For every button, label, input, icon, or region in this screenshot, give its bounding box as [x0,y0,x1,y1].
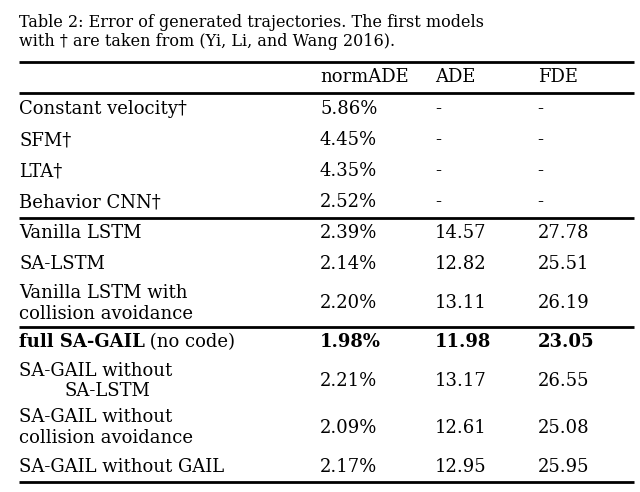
Text: -: - [435,131,441,149]
Text: ADE: ADE [435,68,476,87]
Text: 25.51: 25.51 [538,255,589,274]
Text: SA-GAIL without: SA-GAIL without [19,408,172,427]
Text: 2.09%: 2.09% [320,419,378,437]
Text: 13.11: 13.11 [435,294,487,312]
Text: Table 2: Error of generated trajectories. The first models: Table 2: Error of generated trajectories… [19,14,484,31]
Text: Behavior CNN†: Behavior CNN† [19,193,161,211]
Text: 4.35%: 4.35% [320,162,377,180]
Text: with † are taken from (Yi, Li, and Wang 2016).: with † are taken from (Yi, Li, and Wang … [19,33,396,50]
Text: -: - [435,100,441,118]
Text: 1.98%: 1.98% [320,333,381,351]
Text: -: - [538,193,543,211]
Text: 2.20%: 2.20% [320,294,377,312]
Text: (no code): (no code) [144,333,235,351]
Text: 26.55: 26.55 [538,372,589,390]
Text: -: - [538,162,543,180]
Text: 12.95: 12.95 [435,458,487,476]
Text: 14.57: 14.57 [435,224,486,243]
Text: 13.17: 13.17 [435,372,487,390]
Text: LTA†: LTA† [19,162,63,180]
Text: SA-LSTM: SA-LSTM [64,382,150,400]
Text: 2.17%: 2.17% [320,458,377,476]
Text: 23.05: 23.05 [538,333,594,351]
Text: Vanilla LSTM: Vanilla LSTM [19,224,141,243]
Text: 4.45%: 4.45% [320,131,377,149]
Text: 2.14%: 2.14% [320,255,377,274]
Text: 11.98: 11.98 [435,333,492,351]
Text: collision avoidance: collision avoidance [19,305,193,323]
Text: SA-LSTM: SA-LSTM [19,255,105,274]
Text: FDE: FDE [538,68,578,87]
Text: 25.08: 25.08 [538,419,589,437]
Text: 12.82: 12.82 [435,255,487,274]
Text: 2.39%: 2.39% [320,224,378,243]
Text: 25.95: 25.95 [538,458,589,476]
Text: 5.86%: 5.86% [320,100,378,118]
Text: 12.61: 12.61 [435,419,487,437]
Text: -: - [538,131,543,149]
Text: 2.52%: 2.52% [320,193,377,211]
Text: normADE: normADE [320,68,409,87]
Text: 2.21%: 2.21% [320,372,377,390]
Text: 26.19: 26.19 [538,294,589,312]
Text: SA-GAIL without: SA-GAIL without [19,362,172,380]
Text: SA-GAIL without GAIL: SA-GAIL without GAIL [19,458,225,476]
Text: -: - [435,193,441,211]
Text: Constant velocity†: Constant velocity† [19,100,187,118]
Text: collision avoidance: collision avoidance [19,429,193,447]
Text: SFM†: SFM† [19,131,72,149]
Text: 27.78: 27.78 [538,224,589,243]
Text: full SA-GAIL: full SA-GAIL [19,333,145,351]
Text: Vanilla LSTM with: Vanilla LSTM with [19,284,188,302]
Text: -: - [435,162,441,180]
Text: -: - [538,100,543,118]
